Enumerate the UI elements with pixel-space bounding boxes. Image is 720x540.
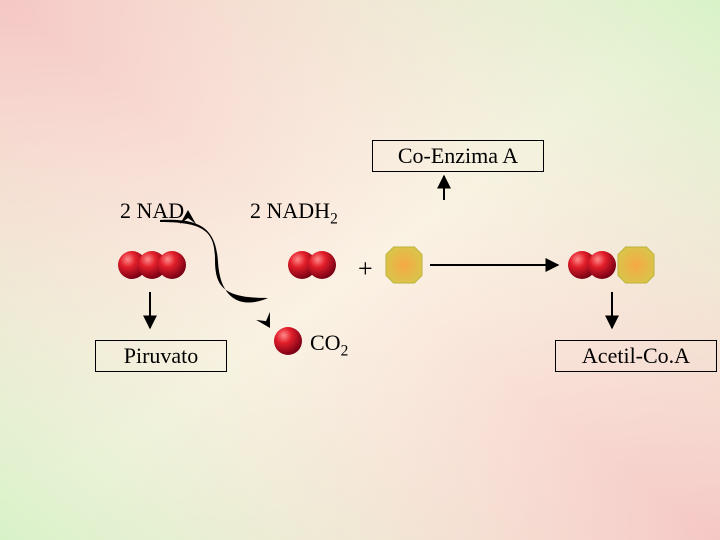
label-2-nad: 2 NAD [120,198,184,224]
coa-octagon [386,247,422,283]
co2-sphere [274,327,302,355]
diagram-stage: Co-Enzima A 2 NAD 2 NADH2 + CO2 Piruvato… [0,0,720,540]
label-acetil-coa: Acetil-Co.A [555,340,717,372]
label-2-nadh2: 2 NADH2 [250,198,338,228]
label-piruvato: Piruvato [95,340,227,372]
product-sphere-1 [308,251,336,279]
plus-sign: + [358,254,373,284]
acetil-octagon [618,247,654,283]
piruvato-sphere-2 [158,251,186,279]
label-co2: CO2 [310,330,348,360]
acetil-sphere-1 [588,251,616,279]
label-coenzyme-a: Co-Enzima A [372,140,544,172]
